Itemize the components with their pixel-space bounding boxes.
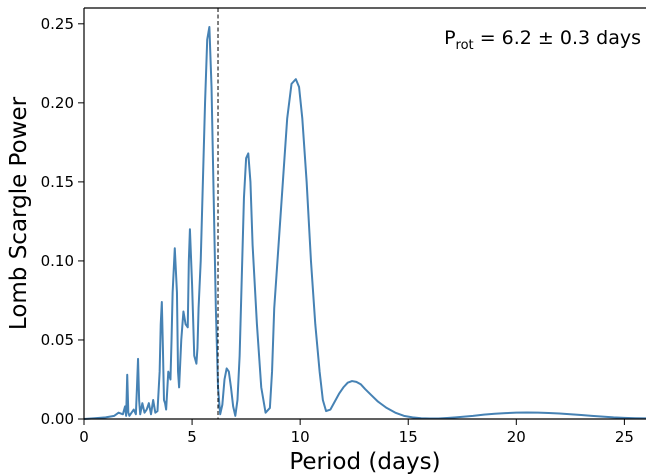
y-tick-label: 0.20 bbox=[41, 94, 74, 112]
y-tick-label: 0.05 bbox=[41, 331, 74, 349]
annotation-value: = 6.2 ± 0.3 days bbox=[474, 27, 641, 49]
x-tick-label: 25 bbox=[615, 428, 634, 446]
x-tick-label: 5 bbox=[187, 428, 197, 446]
power-series-line bbox=[83, 25, 646, 420]
x-tick-label: 15 bbox=[399, 428, 418, 446]
y-tick-label: 0.10 bbox=[41, 252, 74, 270]
rotation-period-annotation: Prot = 6.2 ± 0.3 days bbox=[444, 27, 641, 53]
plot-area bbox=[83, 7, 646, 420]
y-axis-label: Lomb Scargle Power bbox=[6, 96, 32, 330]
annotation-symbol: P bbox=[444, 27, 455, 49]
x-tick-label: 10 bbox=[291, 428, 310, 446]
y-tick-label: 0.00 bbox=[41, 410, 74, 428]
x-tick-label: 0 bbox=[79, 428, 89, 446]
y-axis-ticks: 0.00 0.05 0.10 0.15 0.20 0.25 bbox=[41, 15, 84, 428]
x-axis-label: Period (days) bbox=[289, 449, 440, 475]
x-axis-ticks: 0 5 10 15 20 25 bbox=[79, 419, 634, 446]
y-tick-label: 0.25 bbox=[41, 15, 74, 33]
y-tick-label: 0.15 bbox=[41, 173, 74, 191]
annotation-subscript: rot bbox=[456, 38, 474, 53]
x-tick-label: 20 bbox=[507, 428, 526, 446]
